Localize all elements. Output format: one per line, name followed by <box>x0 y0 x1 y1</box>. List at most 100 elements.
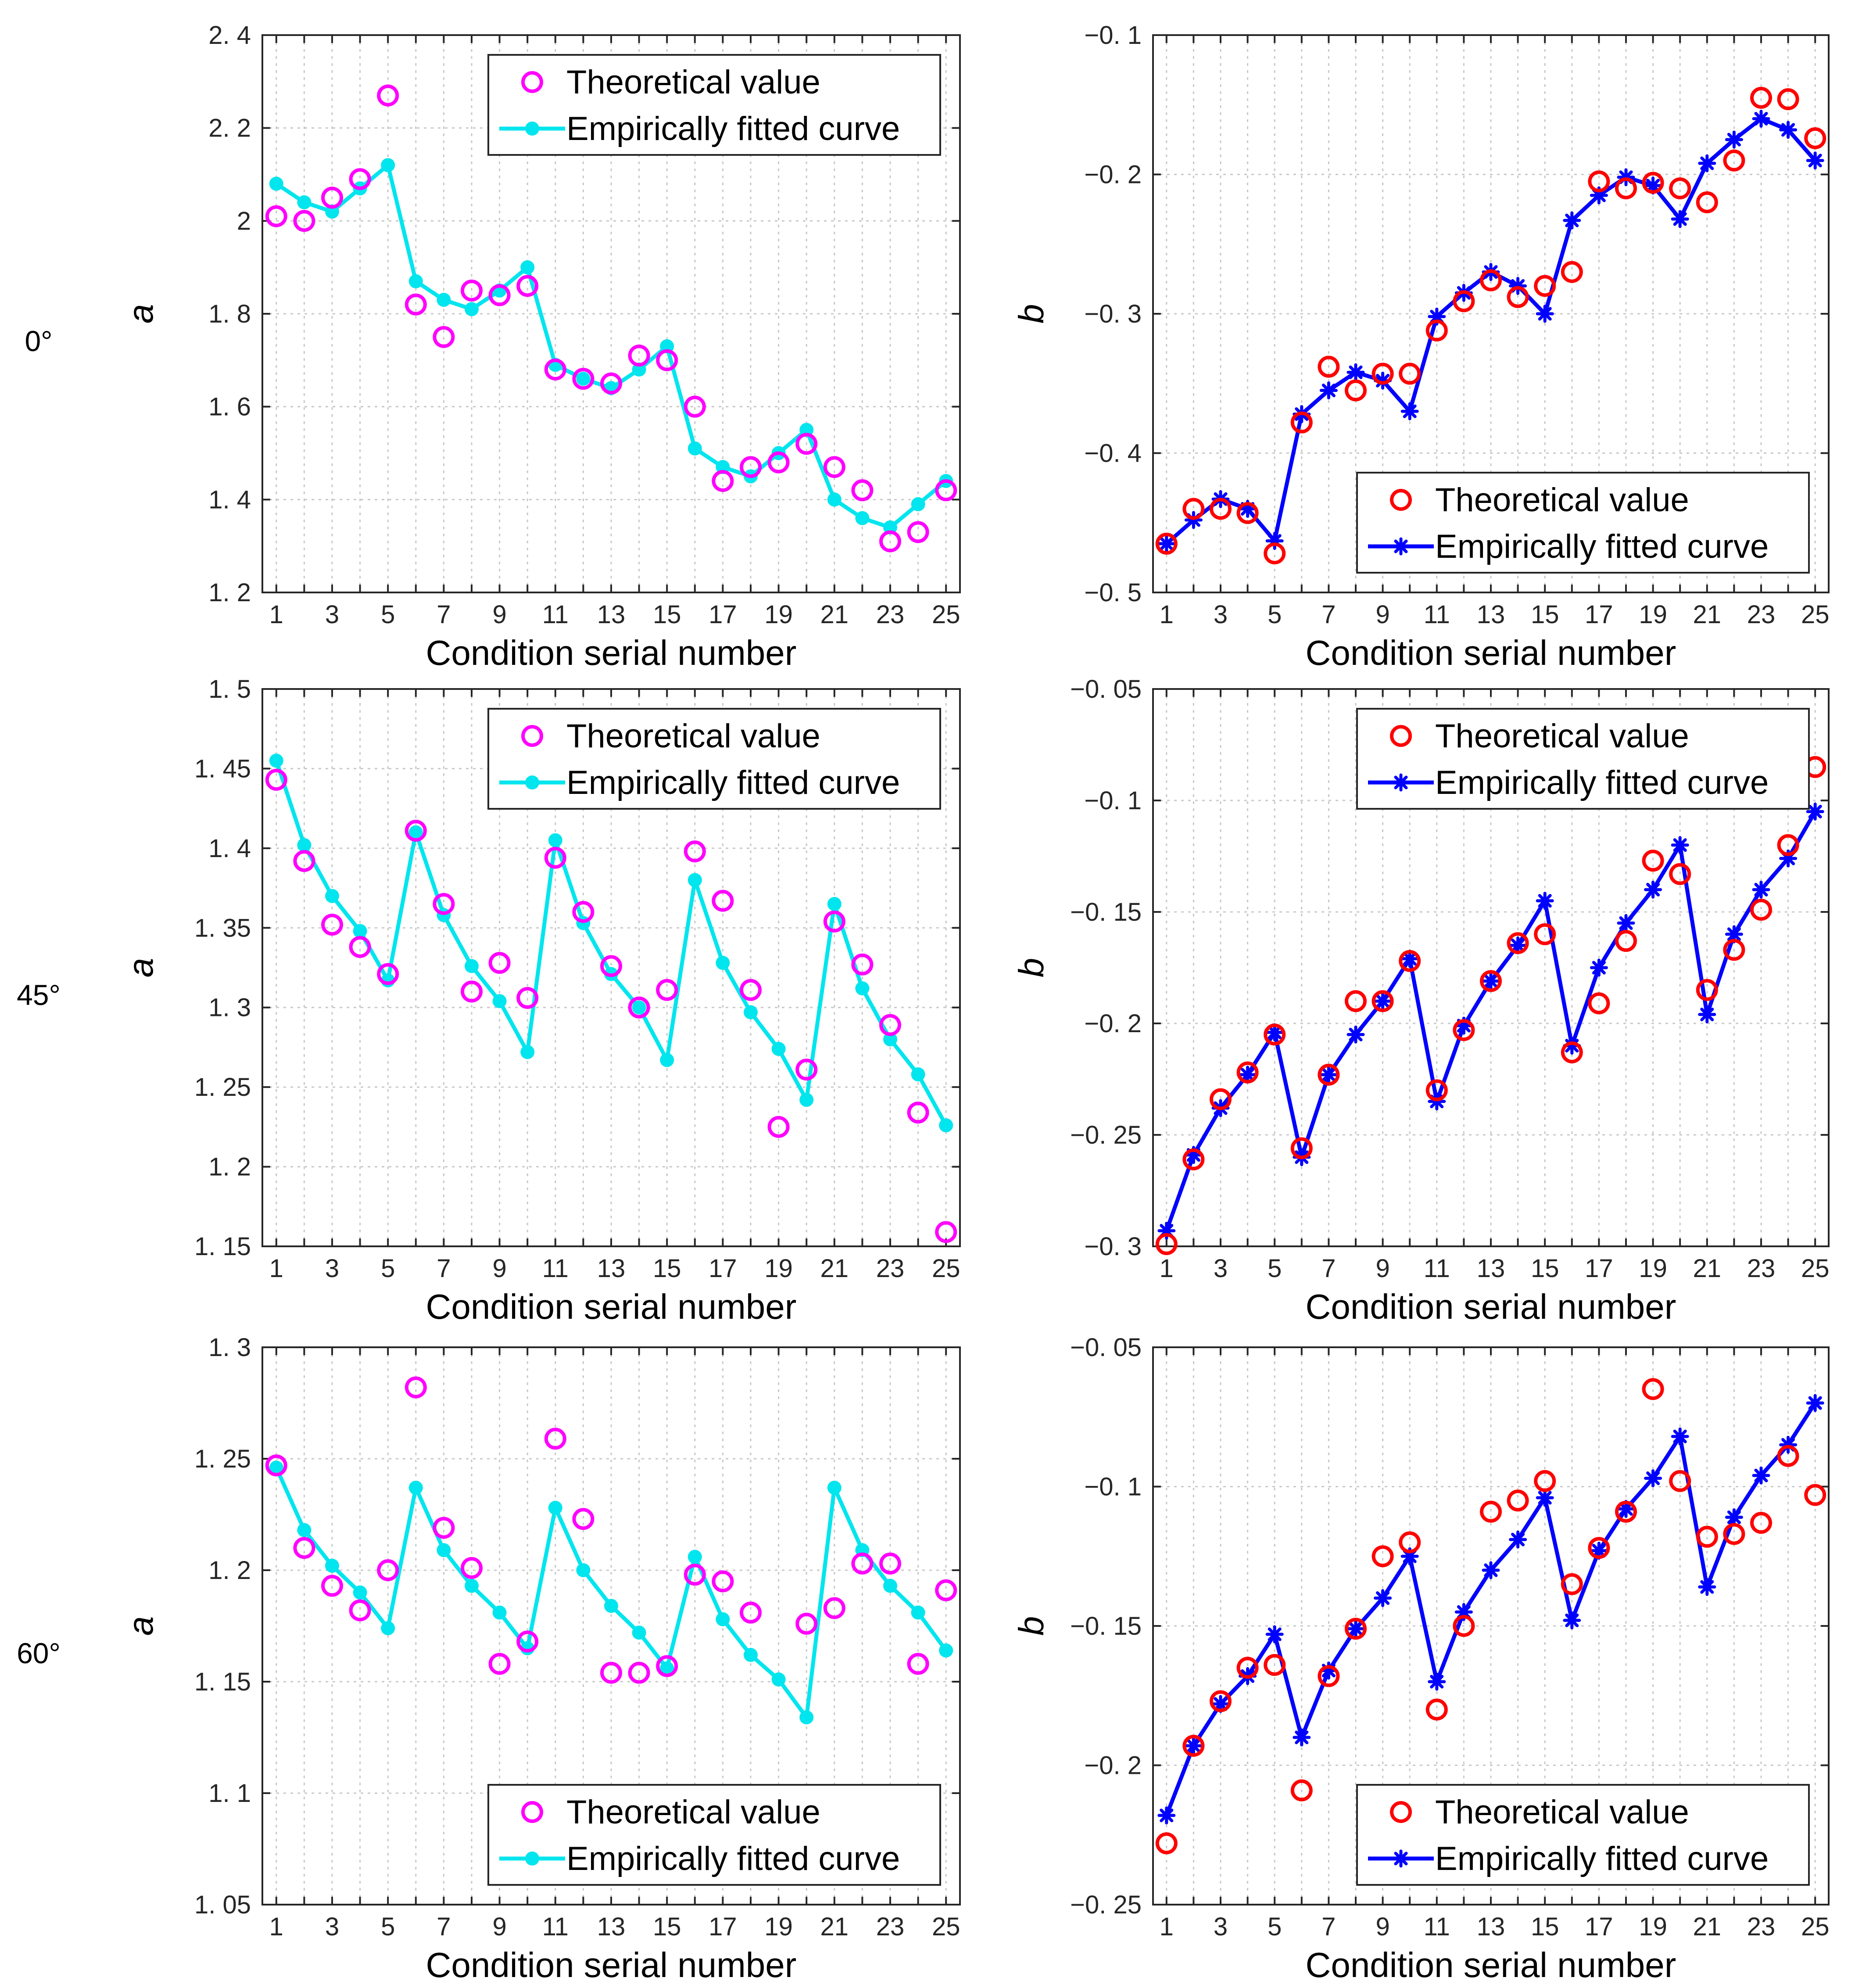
chart-3-x-tick-label: 11 <box>1424 1254 1450 1283</box>
chart-3-x-tick-label: 21 <box>1693 1254 1722 1283</box>
chart-5-theoretical-point <box>1669 1470 1691 1492</box>
chart-4-legend-box <box>487 1784 941 1886</box>
chart-3-y-ticks: −0. 3 −0. 25 −0. 2 −0. 15 −0. 1 −0. 05 <box>1070 675 1829 1261</box>
chart-0-theoretical-point <box>405 293 427 316</box>
chart-2-theoretical-point <box>767 1116 790 1138</box>
chart-2-legend-theoretical-marker <box>521 725 543 747</box>
chart-2-fitted-point <box>855 981 870 996</box>
chart-4-fitted-point <box>632 1626 646 1640</box>
chart-1-theoretical-point <box>1480 269 1502 291</box>
chart-2-fitted-point <box>716 956 730 970</box>
chart-4-theoretical-point <box>321 1575 343 1597</box>
chart-5-fitted-point-stroke <box>1484 1563 1498 1577</box>
chart-0-legend-fitted-marker <box>525 122 539 136</box>
chart-1-legend-theoretical-label: Theoretical value <box>1435 481 1689 519</box>
chart-1-fitted-point <box>1400 402 1419 420</box>
chart-1-fitted-point-stroke <box>1592 188 1606 202</box>
chart-3-fitted-point <box>1806 802 1824 821</box>
chart-2-legend-box <box>487 708 941 810</box>
chart-2-fitted-point <box>883 1032 897 1047</box>
chart-5-fitted-point-stroke <box>1186 1739 1200 1753</box>
chart-3-fitted-point-stroke <box>1349 1027 1363 1041</box>
chart-5-series-fitted <box>1157 1394 1824 1825</box>
chart-2-y-tick-label: 1. 15 <box>194 1232 251 1261</box>
chart-5-fitted-point <box>1671 1427 1689 1446</box>
chart-2-theoretical-point <box>405 819 427 842</box>
chart-5-fitted-point <box>1265 1625 1284 1644</box>
chart-4-legend-theoretical-label: Theoretical value <box>566 1794 820 1831</box>
chart-3-fitted-point <box>1671 836 1689 854</box>
chart-3-x-tick-label: 23 <box>1747 1254 1776 1283</box>
chart-5-fitted-point-stroke <box>1430 1675 1444 1689</box>
chart-1-fitted-point-stroke <box>1781 123 1795 137</box>
chart-4-theoretical-point <box>405 1376 427 1399</box>
chart-1-fitted-point <box>1536 305 1554 323</box>
chart-1-fitted-point <box>1319 381 1338 400</box>
chart-5-x-tick-label: 23 <box>1747 1913 1776 1941</box>
chart-2-theoretical-point <box>656 979 678 1001</box>
chart-1-fitted-point-stroke <box>1727 133 1741 147</box>
chart-1-x-tick-label: 19 <box>1639 600 1667 629</box>
chart-2-theoretical-point <box>516 987 539 1009</box>
chart-4-y-tick-label: 1. 3 <box>208 1333 251 1362</box>
chart-5-theoretical-point <box>1534 1470 1556 1492</box>
chart-5-fitted-point-stroke <box>1592 1544 1606 1558</box>
chart-4-fitted-point <box>576 1563 591 1577</box>
chart-1-theoretical-point <box>1236 502 1259 524</box>
chart-1-fitted-point-stroke <box>1430 309 1444 323</box>
chart-5-fitted-point <box>1617 1500 1635 1518</box>
chart-1-x-tick-label: 15 <box>1531 600 1559 629</box>
chart-0-theoretical-point <box>767 451 790 474</box>
chart-5-x-tick-label: 25 <box>1801 1913 1830 1941</box>
chart-0-legend: Theoretical value Empirically fitted curv… <box>487 54 941 156</box>
chart-2-theoretical-point <box>935 1221 957 1243</box>
chart-4-x-ticks: 1 3 5 7 9 11 13 15 17 19 21 23 25 <box>269 1347 960 1941</box>
chart-5: 1 3 5 7 9 11 13 15 17 19 21 23 25−0. 25−0. 2−0. 15−0… <box>1012 1333 1830 1984</box>
chart-0-x-tick-label: 17 <box>709 600 737 629</box>
chart-0-x-tick-label: 13 <box>597 600 626 629</box>
chart-0-fitted-point <box>883 520 897 535</box>
chart-1-fitted-point-stroke <box>1160 537 1174 551</box>
chart-3-fitted-point-stroke <box>1484 974 1498 988</box>
chart-3-x-tick-label: 5 <box>1268 1254 1282 1283</box>
chart-1-x-tick-label: 9 <box>1375 600 1389 629</box>
chart-0-theoretical-point <box>628 344 650 367</box>
chart-5-x-tick-label: 15 <box>1531 1913 1559 1941</box>
chart-1-x-ticks: 1 3 5 7 9 11 13 15 17 19 21 23 25 <box>1160 35 1829 629</box>
chart-0-legend-theoretical-label: Theoretical value <box>566 64 820 101</box>
chart-0-ylabel: a <box>121 304 160 324</box>
chart-4-xlabel: Condition serial number <box>426 1945 797 1984</box>
chart-3-fitted-point-stroke <box>1727 927 1741 941</box>
chart-4-y-tick-label: 1. 25 <box>194 1445 251 1473</box>
chart-2-fitted-point <box>325 889 339 903</box>
chart-1-fitted-point <box>1779 121 1798 139</box>
chart-3-fitted-point <box>1400 950 1419 968</box>
chart-4-fitted-point <box>688 1550 702 1564</box>
chart-4-y-ticks: 1. 05 1. 1 1. 15 1. 2 1. 25 1. 3 <box>194 1333 960 1919</box>
chart-2-legend-fitted-label: Empirically fitted curve <box>566 764 900 801</box>
chart-1-fitted-point <box>1806 151 1824 170</box>
chart-5-legend-theoretical-label: Theoretical value <box>1435 1794 1689 1831</box>
chart-4-theoretical-point <box>740 1601 762 1624</box>
chart-2-x-tick-label: 11 <box>542 1254 569 1283</box>
chart-5-legend-fitted-marker <box>1392 1849 1410 1868</box>
chart-5-x-tick-label: 19 <box>1639 1913 1667 1941</box>
chart-0-x-tick-label: 25 <box>932 600 960 629</box>
chart-4-x-tick-label: 21 <box>820 1913 849 1941</box>
chart-2-x-tick-label: 19 <box>764 1254 793 1283</box>
chart-2-theoretical-point <box>907 1102 929 1124</box>
chart-4-x-tick-label: 7 <box>437 1913 451 1941</box>
chart-3-y-tick-label: −0. 3 <box>1084 1232 1142 1261</box>
chart-1-x-tick-label: 7 <box>1321 600 1336 629</box>
chart-2-theoretical-point <box>321 914 343 936</box>
chart-2-fitted-point <box>744 1005 758 1019</box>
chart-5-x-tick-label: 1 <box>1160 1913 1174 1941</box>
chart-5-fitted-point <box>1644 1469 1662 1487</box>
chart-1-theoretical-point <box>1182 498 1205 520</box>
chart-4-x-tick-label: 9 <box>492 1913 506 1941</box>
chart-3-theoretical-point <box>1264 1023 1286 1046</box>
chart-0-fitted-point <box>660 339 674 354</box>
chart-2-x-tick-label: 25 <box>932 1254 960 1283</box>
chart-4-fitted-point <box>939 1643 953 1658</box>
chart-5-legend-box <box>1356 1784 1810 1886</box>
